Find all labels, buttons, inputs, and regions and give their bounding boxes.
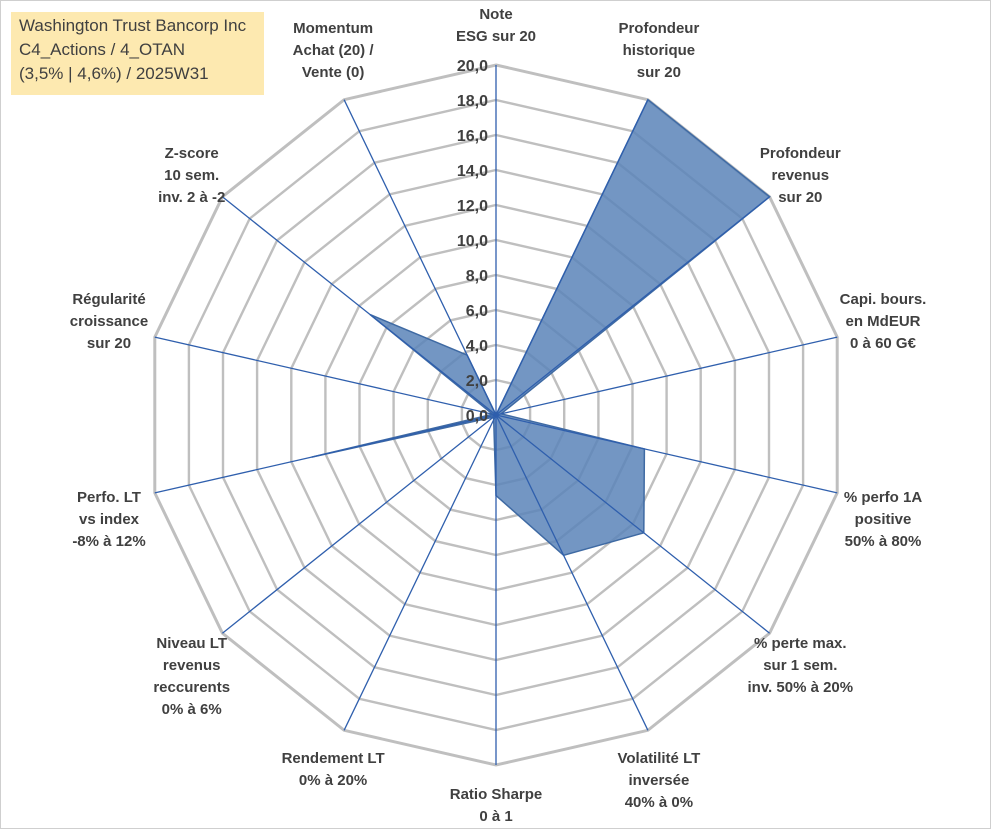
axis-label: Volatilité LT inversée 40% à 0% xyxy=(618,750,701,811)
tick-label: 20,0 xyxy=(457,58,488,75)
tick-label: 8,0 xyxy=(466,268,488,285)
tick-label: 14,0 xyxy=(457,163,488,180)
axis-spoke xyxy=(154,414,497,494)
axis-label: % perfo 1A positive 50% à 80% xyxy=(844,489,923,550)
axis-label: Rendement LT 0% à 20% xyxy=(282,750,385,789)
axis-spoke xyxy=(221,414,497,634)
tick-label: 18,0 xyxy=(457,93,488,110)
axis-label: Capi. bours. en MdEUR 0 à 60 G€ xyxy=(840,291,927,352)
axis-spoke xyxy=(154,336,497,416)
tick-label: 16,0 xyxy=(457,128,488,145)
axis-label: Niveau LT revenus reccurents 0% à 6% xyxy=(153,635,230,718)
tick-label: 0,0 xyxy=(466,408,488,425)
axis-spoke xyxy=(343,414,497,731)
title-line-1: Washington Trust Bancorp Inc xyxy=(19,16,247,35)
axis-label: Ratio Sharpe 0 à 1 xyxy=(450,786,543,825)
axis-label: Momentum Achat (20) / Vente (0) xyxy=(293,20,375,81)
axis-spoke xyxy=(495,414,771,634)
tick-label: 2,0 xyxy=(466,373,488,390)
axis-spoke xyxy=(495,414,838,494)
tick-label: 12,0 xyxy=(457,198,488,215)
axis-label: Régularité croissance sur 20 xyxy=(70,291,148,352)
axis-label: Profondeur historique sur 20 xyxy=(618,20,699,81)
tick-label: 10,0 xyxy=(457,233,488,250)
axis-label: Note ESG sur 20 xyxy=(456,6,536,45)
tick-label: 4,0 xyxy=(466,338,488,355)
axis-label: % perte max. sur 1 sem. inv. 50% à 20% xyxy=(747,635,853,696)
axis-spoke xyxy=(495,336,838,416)
axis-spoke xyxy=(495,414,649,731)
radar-tick-labels: 0,0 2,0 4,0 6,0 8,0 10,0 12,0 14,0 16,0 18,0 20,0 xyxy=(457,58,488,425)
axis-label: Profondeur revenus sur 20 xyxy=(760,145,841,206)
title-box: Washington Trust Bancorp Inc C4_Actions … xyxy=(11,12,264,95)
axis-spoke xyxy=(495,196,771,416)
axis-spoke xyxy=(221,196,497,416)
axis-spoke xyxy=(343,99,497,416)
tick-label: 6,0 xyxy=(466,303,488,320)
radar-axis-labels: Note ESG sur 20 Profondeur historique sur 20… xyxy=(70,6,927,825)
axis-label: Z-score 10 sem. inv. 2 à -2 xyxy=(158,145,225,206)
radar-spokes xyxy=(154,65,838,765)
axis-label: Perfo. LT vs index -8% à 12% xyxy=(72,489,145,550)
title-line-2: C4_Actions / 4_OTAN xyxy=(19,40,185,59)
title-line-3: (3,5% | 4,6%) / 2025W31 xyxy=(19,64,209,83)
axis-spoke xyxy=(495,99,649,416)
